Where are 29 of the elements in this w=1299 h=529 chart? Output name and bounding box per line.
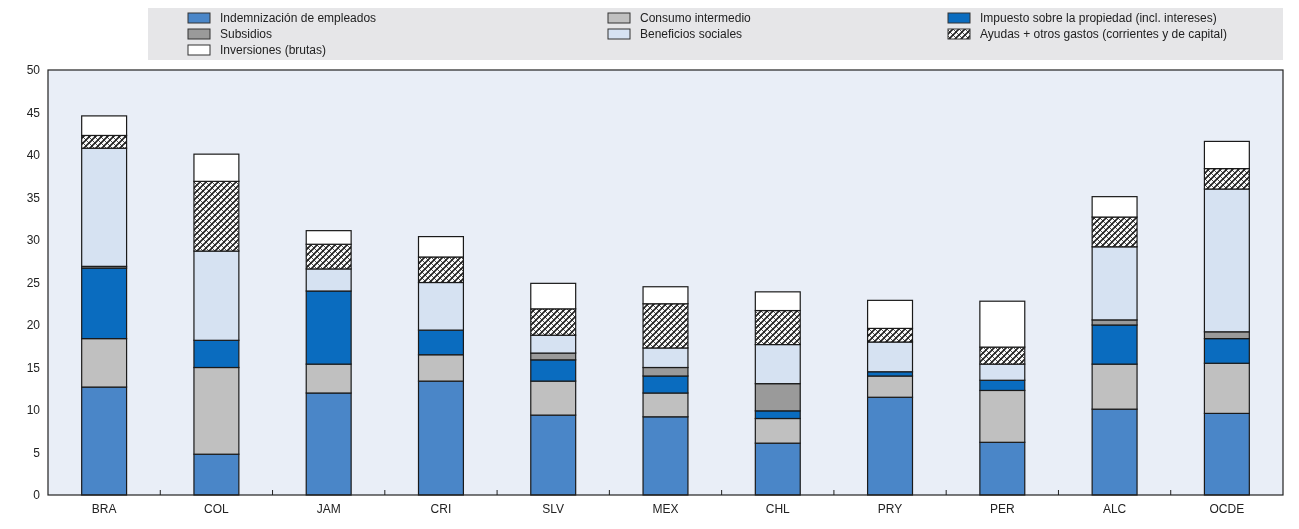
- y-tick-label: 5: [33, 445, 41, 460]
- legend-label: Beneficios sociales: [640, 27, 743, 41]
- legend-label: Consumo intermedio: [640, 11, 752, 25]
- y-tick-label: 45: [26, 105, 41, 120]
- y-tick-label: 30: [26, 233, 41, 247]
- legend-label: Indemnización de empleados: [220, 11, 377, 25]
- x-tick-label: JAM: [316, 502, 341, 516]
- legend-label: Inversiones (brutas): [220, 43, 327, 57]
- y-tick-label: 25: [26, 275, 41, 290]
- x-tick-label: MEX: [652, 502, 679, 516]
- y-tick-label: 15: [26, 360, 41, 375]
- legend-label: Ayudas + otros gastos (corrientes y de capital): [980, 27, 1227, 41]
- x-tick-label: PRY: [877, 502, 903, 516]
- legend-label: Impuesto sobre la propiedad (incl. intereses): [980, 11, 1217, 25]
- y-tick-label: 20: [26, 318, 41, 332]
- x-tick-label: ALC: [1102, 502, 1127, 516]
- x-tick-label: COL: [204, 502, 230, 516]
- x-tick-label: BRA: [91, 502, 117, 516]
- x-tick-label: CRI: [430, 502, 452, 516]
- y-tick-label: 35: [26, 190, 41, 205]
- x-tick-label: PER: [989, 502, 1015, 516]
- y-tick-label: 50: [26, 63, 41, 77]
- x-tick-label: CHL: [765, 502, 791, 516]
- legend-label: Subsidios: [220, 27, 273, 41]
- x-tick-label: SLV: [542, 502, 565, 516]
- y-tick-label: 10: [26, 403, 41, 417]
- y-tick-label: 40: [26, 148, 41, 162]
- y-tick-label: 0: [33, 488, 41, 502]
- x-tick-label: OCDE: [1209, 502, 1245, 516]
